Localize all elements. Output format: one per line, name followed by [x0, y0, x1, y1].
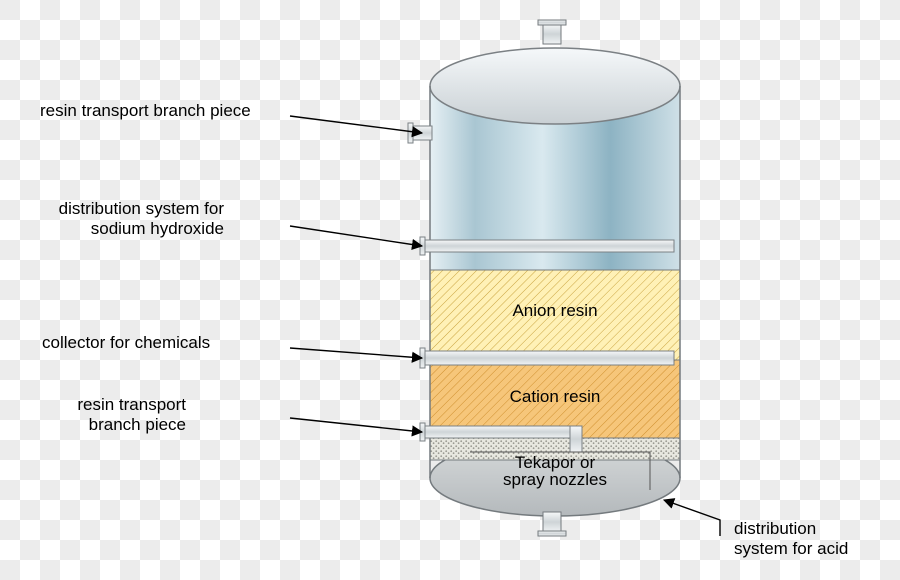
callout-text: distribution — [734, 519, 816, 538]
label-cation: Cation resin — [510, 387, 601, 406]
bottom-nozzle — [543, 512, 561, 532]
callout-text: collector for chemicals — [42, 333, 210, 352]
top-nozzle — [543, 24, 561, 44]
callout-text: resin transport branch piece — [40, 101, 251, 120]
label-tekapor-2: spray nozzles — [503, 470, 607, 489]
pipe-naoh — [420, 237, 674, 255]
vessel-top-dome — [430, 48, 680, 124]
callout-text: system for acid — [734, 539, 848, 558]
label-anion: Anion resin — [512, 301, 597, 320]
pipe-collector — [420, 348, 674, 368]
callout-text: distribution system for — [59, 199, 225, 218]
callout-text: resin transport — [77, 395, 186, 414]
callout-text: branch piece — [89, 415, 186, 434]
callout-text: sodium hydroxide — [91, 219, 224, 238]
